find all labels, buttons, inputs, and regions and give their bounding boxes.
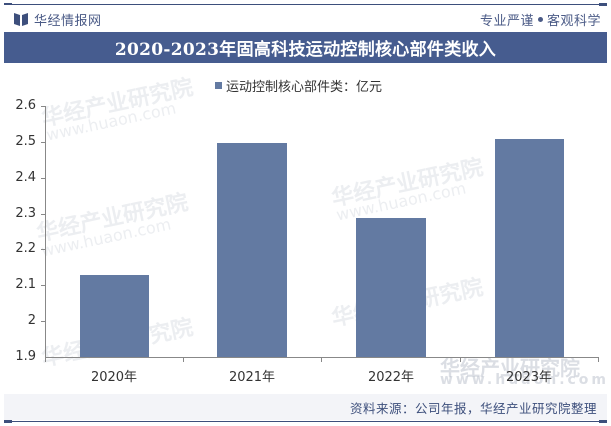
chart-legend: 运动控制核心部件类：亿元 [215,76,382,95]
bar-2023 [495,139,564,357]
y-axis [45,106,46,357]
brand-name: 华经情报网 [34,13,102,29]
chart-title: 2020-2023年固高科技运动控制核心部件类收入 [114,40,497,60]
footer-rule-cap-right [599,420,607,423]
bar-2020 [80,275,149,357]
y-tick-label: 2.5 [15,134,36,149]
y-tick-label: 2.1 [15,277,36,292]
header-rule-cap-right [599,3,607,6]
header-top-rule [4,4,607,5]
x-axis [45,357,599,358]
y-tick-label: 2.2 [15,241,36,256]
x-tick-label: 2023年 [505,370,553,385]
legend-swatch-icon [215,82,222,89]
footer-band [4,394,607,420]
legend-label: 运动控制核心部件类：亿元 [226,80,383,95]
y-tick [41,106,45,107]
bar-2022 [356,218,426,357]
y-tick [41,214,45,215]
slogan-right: 客观科学 [546,13,601,29]
x-tick [598,357,599,362]
y-tick-label: 2.4 [15,170,36,185]
slogan-left: 专业严谨 [479,13,534,29]
header-rule-cap-left [4,3,12,5]
book-logo-icon [14,12,28,26]
y-tick-label: 1.9 [15,349,36,364]
y-tick [41,178,45,179]
x-tick [321,357,322,362]
source-note: 资料来源：公司年报，华经产业研究院整理 [349,401,597,416]
x-tick [460,357,461,362]
y-tick [41,249,45,250]
footer-rule [4,421,607,422]
bar-2021 [217,143,287,357]
slogan: 专业严谨 客观科学 [480,9,601,29]
y-tick [41,142,45,143]
y-tick [41,285,45,286]
x-tick [45,357,46,362]
y-tick [41,321,45,322]
y-tick-label: 2.3 [15,206,36,221]
x-tick-label: 2021年 [228,370,276,385]
brand: 华经情报网 [14,9,102,29]
x-tick [183,357,184,362]
footer-rule-cap-left [4,420,12,423]
x-tick-label: 2022年 [367,370,415,385]
title-band: 2020-2023年固高科技运动控制核心部件类收入 [4,32,607,63]
x-tick-label: 2020年 [90,370,138,385]
y-tick-label: 2 [27,313,36,328]
y-tick-label: 2.6 [15,98,36,113]
bullet-dot-icon [537,16,543,22]
